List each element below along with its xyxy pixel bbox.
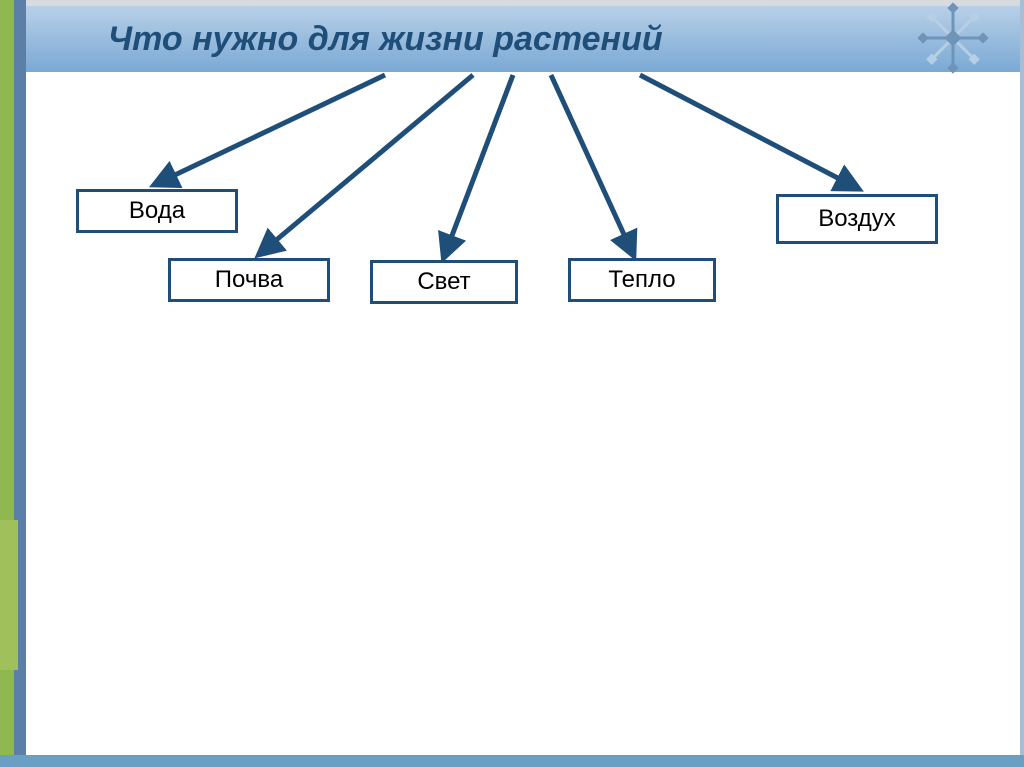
box-light-label: Свет xyxy=(417,268,470,296)
box-heat-label: Тепло xyxy=(608,266,675,294)
box-soil-label: Почва xyxy=(215,266,283,294)
box-heat: Тепло xyxy=(568,258,716,302)
box-soil: Почва xyxy=(168,258,330,302)
slide-title: Что нужно для жизни растений xyxy=(108,20,663,59)
frame-bottom xyxy=(0,755,1024,767)
box-air-label: Воздух xyxy=(818,205,896,233)
box-air: Воздух xyxy=(776,194,938,244)
box-water-label: Вода xyxy=(129,197,185,225)
arrows-group xyxy=(158,75,855,254)
box-water: Вода xyxy=(76,189,238,233)
box-light: Свет xyxy=(370,260,518,304)
bottom-left-accent xyxy=(0,520,18,670)
frame-top xyxy=(0,0,1024,6)
diagram-svg xyxy=(0,0,1024,767)
slide-canvas: Что нужно для жизни растений Вода Почва … xyxy=(0,0,1024,767)
frame-right xyxy=(1020,0,1024,767)
